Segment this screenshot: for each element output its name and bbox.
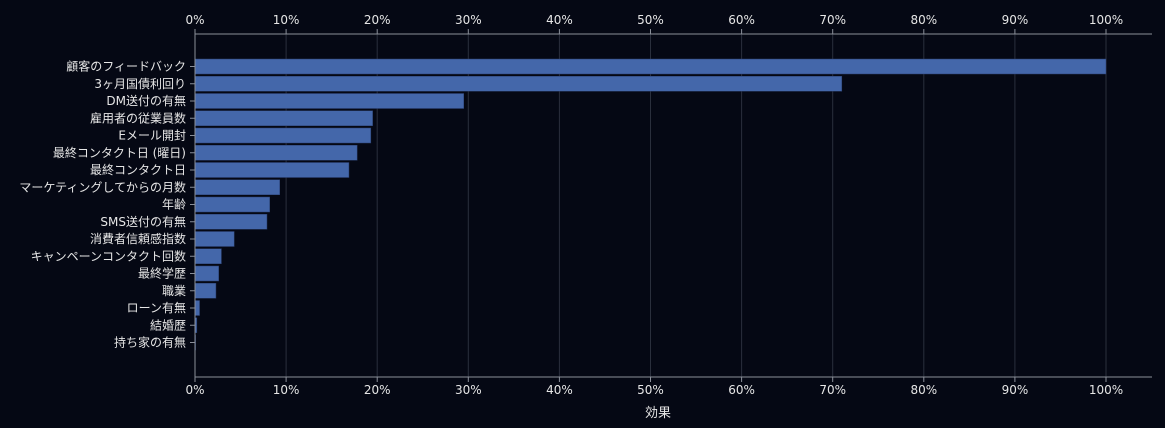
category-label: 雇用者の従業員数: [90, 110, 186, 125]
bars: [194, 58, 1107, 351]
top-tick-label: 60%: [728, 13, 755, 27]
top-tick-label: 70%: [819, 13, 846, 27]
bar: [194, 300, 200, 316]
bottom-tick-label: 10%: [273, 383, 300, 397]
top-tick-label: 30%: [455, 13, 482, 27]
bottom-tick-label: 100%: [1089, 383, 1123, 397]
category-label: DM送付の有無: [106, 93, 186, 108]
category-label: 結婚歴: [150, 318, 186, 332]
bar: [194, 162, 350, 178]
top-tick-label: 10%: [273, 13, 300, 27]
bottom-tick-label: 30%: [455, 383, 482, 397]
category-label: 3ヶ月国債利回り: [94, 76, 186, 91]
bottom-tick-label: 60%: [728, 383, 755, 397]
bar: [194, 76, 843, 92]
category-label: SMS送付の有無: [100, 214, 186, 229]
bar: [194, 265, 219, 282]
top-tick-label: 50%: [637, 13, 664, 27]
bar: [194, 196, 270, 213]
category-label: ローン有無: [127, 300, 186, 315]
category-label: 職業: [162, 284, 186, 298]
bar: [194, 93, 464, 109]
bar: [194, 248, 222, 264]
x-axis-title: 効果: [645, 406, 671, 421]
top-tick-label: 20%: [364, 13, 391, 27]
bar: [194, 283, 217, 299]
bar: [194, 127, 372, 144]
category-label: マーケティングしてからの月数: [19, 179, 186, 194]
top-tick-label: 90%: [1002, 13, 1029, 27]
bottom-tick-label: 80%: [910, 383, 937, 397]
category-label: キャンペーンコンタクト回数: [31, 248, 186, 263]
bottom-tick-label: 40%: [546, 383, 573, 397]
top-x-axis: 0% 10% 20% 30% 40% 50% 60% 70% 80% 90% 100%: [185, 13, 1152, 35]
bar: [194, 214, 268, 230]
category-label: 最終学歴: [138, 266, 186, 281]
bottom-tick-label: 0%: [185, 383, 204, 397]
bottom-x-axis: 0% 10% 20% 30% 40% 50% 60% 70% 80% 90% 100%: [185, 376, 1152, 397]
category-label: Eメール開封: [118, 129, 186, 143]
category-label: 最終コンタクト日: [90, 162, 186, 177]
bar: [194, 110, 373, 126]
top-tick-label: 40%: [546, 13, 573, 27]
bottom-tick-label: 20%: [364, 383, 391, 397]
bar: [194, 179, 280, 195]
bar: [194, 145, 358, 161]
category-label: 顧客のフィードバック: [66, 59, 186, 74]
top-tick-label: 80%: [910, 13, 937, 27]
bar: [194, 231, 235, 247]
top-tick-label: 0%: [185, 13, 204, 27]
bottom-tick-label: 50%: [637, 383, 664, 397]
category-label: 持ち家の有無: [114, 335, 186, 350]
bottom-tick-label: 90%: [1002, 383, 1029, 397]
bar: [194, 58, 1107, 75]
bottom-tick-label: 70%: [819, 383, 846, 397]
top-tick-label: 100%: [1089, 13, 1123, 27]
category-label: 最終コンタクト日 (曜日): [53, 145, 186, 160]
category-label: 年齢: [162, 197, 186, 212]
category-label: 消費者信頼感指数: [90, 231, 186, 246]
